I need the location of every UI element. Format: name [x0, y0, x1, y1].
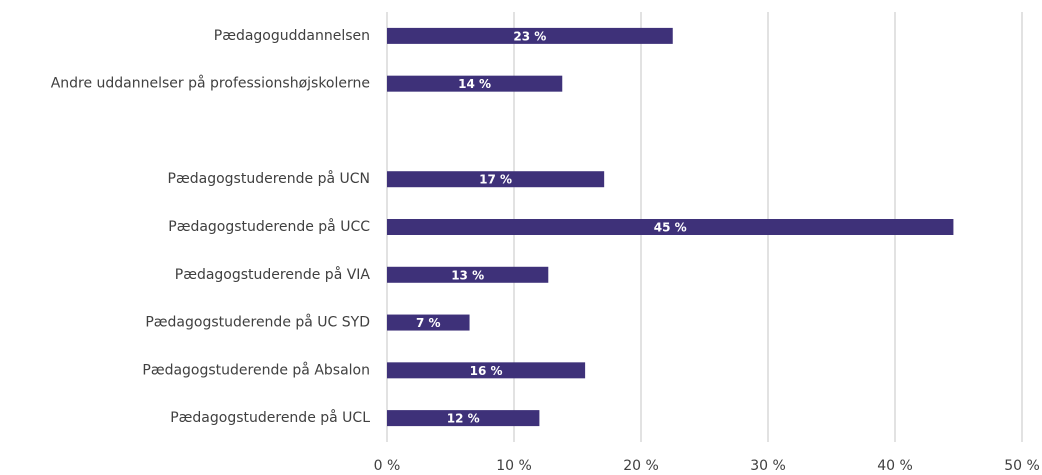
y-tick-label: Pædagogstuderende på Absalon [142, 361, 370, 378]
value-label: 12 % [447, 412, 480, 426]
value-label: 23 % [513, 29, 546, 43]
value-label: 13 % [451, 268, 484, 282]
y-tick-label: Pædagogstuderende på VIA [175, 266, 371, 283]
value-label: 45 % [654, 221, 687, 235]
bar [387, 362, 586, 379]
y-tick-label: Pædagoguddannelsen [214, 28, 370, 44]
x-tick-label: 0 % [374, 458, 401, 474]
bar [387, 219, 954, 235]
bar [387, 266, 549, 283]
value-label: 16 % [470, 364, 503, 378]
value-label: 17 % [479, 173, 512, 187]
y-tick-label: Pædagogstuderende på UC SYD [145, 314, 370, 331]
y-tick-label: Pædagogstuderende på UCL [170, 409, 370, 426]
x-tick-label: 30 % [750, 458, 786, 474]
value-label: 14 % [458, 77, 491, 91]
x-tick-label: 50 % [1004, 458, 1040, 474]
y-tick-label: Andre uddannelser på professionshøjskole… [51, 75, 370, 92]
x-tick-label: 20 % [623, 458, 659, 474]
x-tick-label: 10 % [496, 458, 532, 474]
y-tick-label: Pædagogstuderende på UCN [168, 170, 370, 187]
bar [387, 314, 470, 331]
bar [387, 27, 673, 44]
bar [387, 75, 563, 92]
y-tick-label: Pædagogstuderende på UCC [168, 218, 370, 235]
bar [387, 410, 540, 427]
value-label: 7 % [416, 316, 441, 330]
bar [387, 171, 605, 188]
x-tick-label: 40 % [877, 458, 913, 474]
